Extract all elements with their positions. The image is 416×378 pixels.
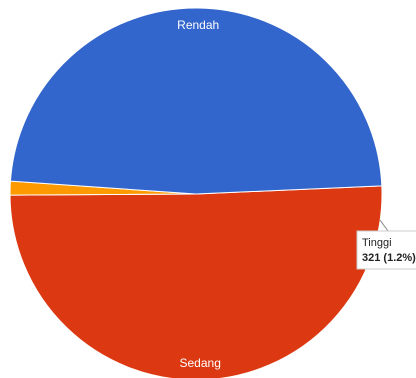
pie-label-rendah: Rendah <box>177 18 219 32</box>
tooltip-title: Tinggi <box>362 237 392 249</box>
tooltip-value: 321 (1.2%) <box>362 252 416 264</box>
pie-slice-labels: Sedang Rendah <box>177 18 221 370</box>
tooltip-leader-line <box>379 219 389 232</box>
pie-slice-rendah[interactable] <box>9 7 383 195</box>
pie-label-sedang: Sedang <box>180 356 221 370</box>
pie-slices <box>9 7 383 378</box>
pie-slice-sedang[interactable] <box>9 185 383 378</box>
tooltip: Tinggi 321 (1.2%) <box>356 219 416 270</box>
tooltip-box <box>356 230 416 270</box>
